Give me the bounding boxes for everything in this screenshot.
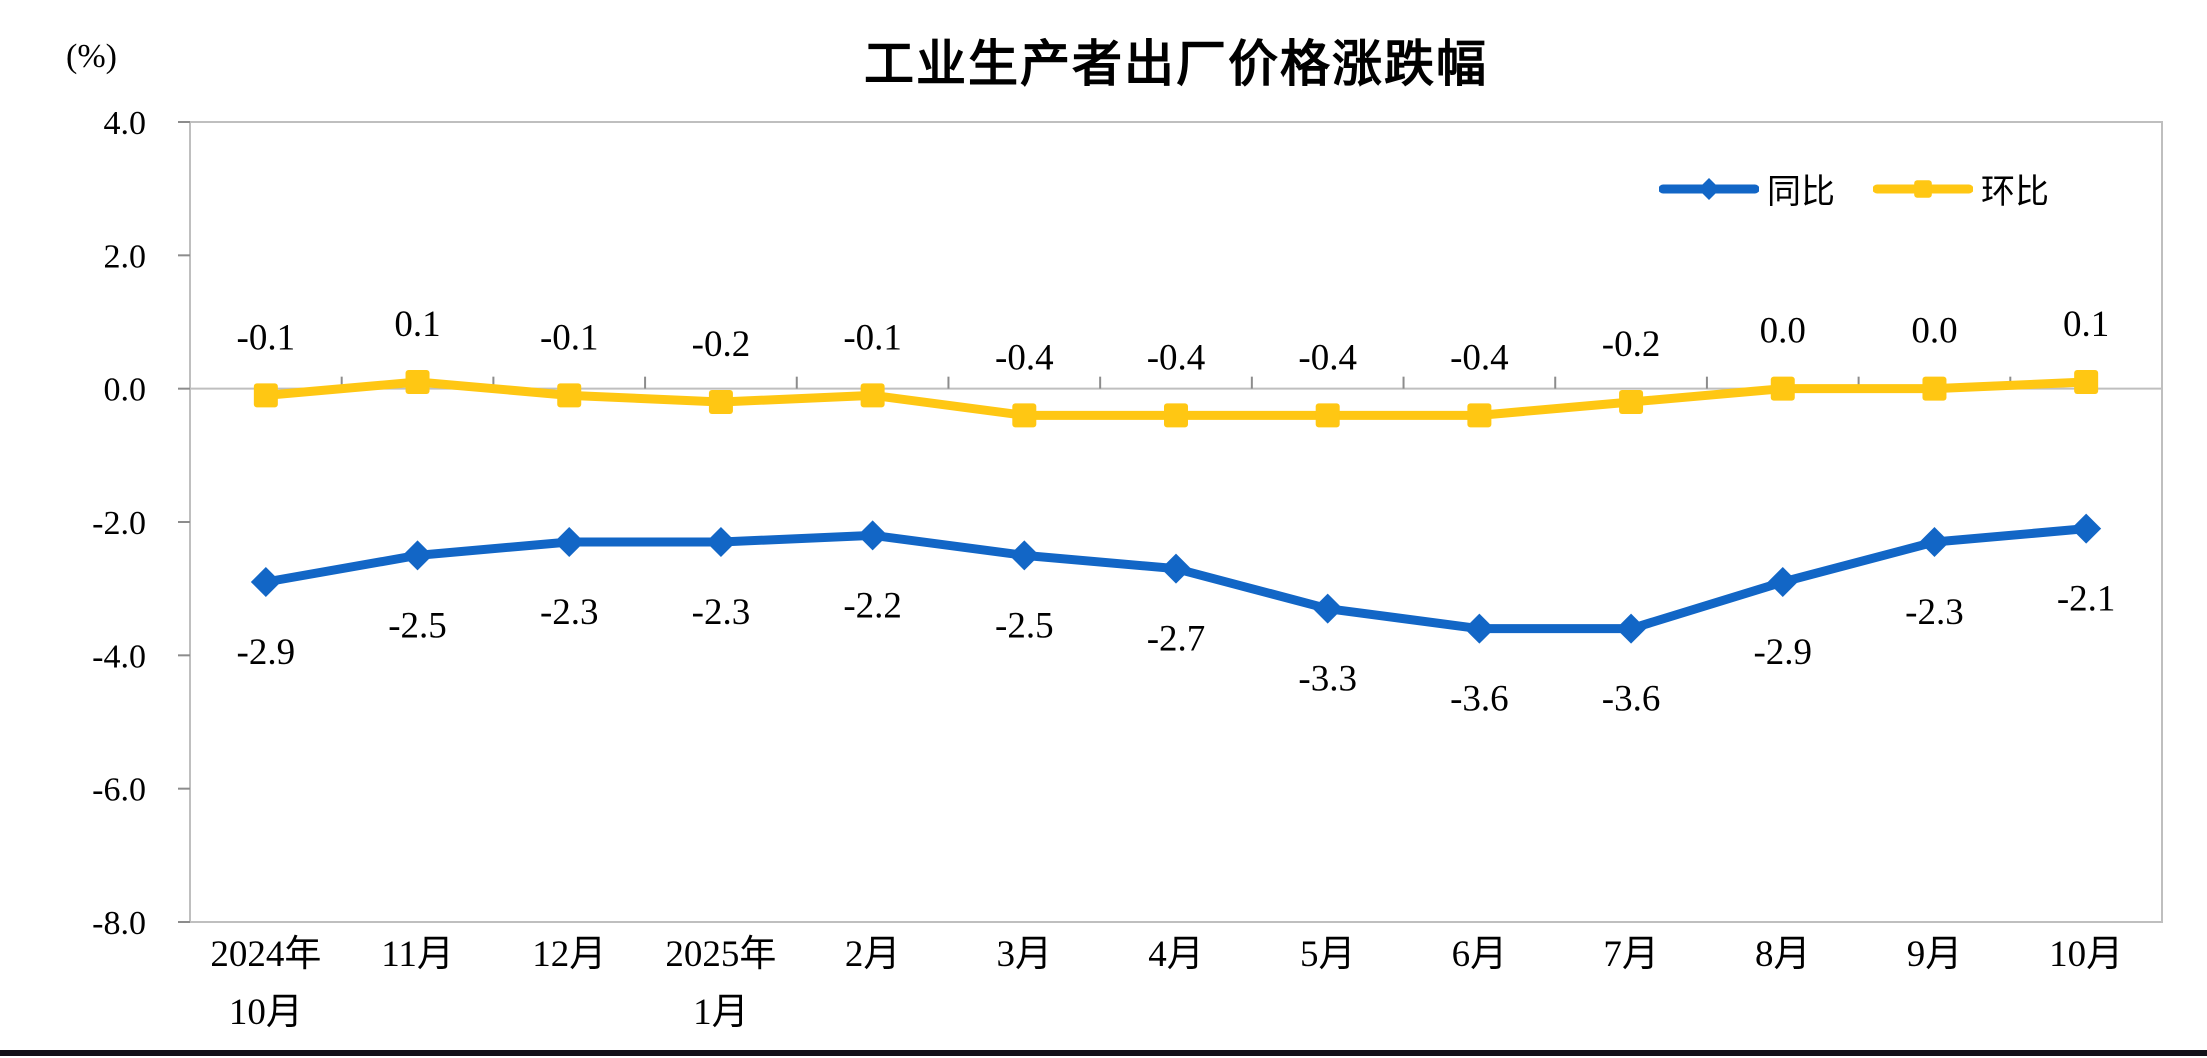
y-axis-tick-label: 0.0 [104,372,147,409]
data-label-0: -2.3 [540,592,599,633]
data-label-0: -2.5 [995,605,1054,646]
data-label-1: -0.2 [1602,324,1661,365]
x-axis-label: 6月 [1452,934,1508,975]
data-label-1: -0.4 [1298,337,1357,378]
data-point-marker-0 [1009,540,1040,571]
data-point-marker-1 [1012,403,1037,428]
data-point-marker-0 [402,540,433,571]
x-axis-label: 11月 [381,934,454,975]
x-axis-label: 7月 [1603,934,1659,975]
data-point-marker-1 [405,370,430,394]
y-axis-tick-label: 2.0 [104,238,147,275]
series-0: -2.9 -2.5 -2.3 -2.3 -2.2 -2.5 -2.7 -3.3 -3.6 -3.6… [237,513,2116,720]
data-label-0: -2.7 [1147,619,1206,660]
data-point-marker-0 [1919,527,1950,557]
data-point-marker-0 [1616,613,1647,644]
data-point-marker-1 [1315,403,1340,428]
data-label-1: 0.1 [2063,304,2109,345]
data-label-1: 0.0 [1760,311,1806,352]
y-axis-unit-label: (%) [66,38,117,75]
y-axis-tick-label: 4.0 [104,105,147,142]
plot-border [189,121,2163,923]
legend: 同比 环比 [1659,164,2049,213]
chart-title: 工业生产者出厂价格涨跌幅 [864,36,1488,92]
legend-item-mom: 环比 [1873,164,2049,213]
data-point-marker-0 [1161,553,1191,584]
data-point-marker-0 [250,567,281,597]
y-axis-tick-label: -6.0 [92,772,146,809]
legend-item-yoy: 同比 [1659,164,1835,213]
x-axis-label: 10月 [2049,934,2123,975]
data-point-marker-0 [705,527,736,557]
page-bottom-border [0,1050,2207,1056]
data-point-marker-1 [2074,370,2099,394]
x-axis-label: 2月 [845,934,901,975]
x-axis-label: 3月 [997,934,1053,975]
data-label-0: -3.3 [1298,659,1357,700]
data-point-marker-1 [1467,403,1492,428]
data-point-marker-1 [1164,403,1188,428]
data-point-marker-0 [554,527,585,557]
data-label-1: -0.1 [540,317,599,358]
y-axis-tick-label: -2.0 [92,505,146,542]
data-label-0: -2.9 [237,632,296,673]
x-axis-label: 2025年 1月 [665,933,776,1033]
data-point-marker-1 [860,383,885,408]
line-diamond-marker-icon [1659,177,1759,200]
data-label-0: -3.6 [1602,679,1661,720]
x-axis-label: 4月 [1148,934,1204,975]
data-label-1: -0.4 [995,337,1054,378]
legend-label-yoy: 同比 [1767,174,1835,211]
legend-marker [1914,179,1932,198]
x-axis-label: 9月 [1907,934,1963,975]
data-label-0: -2.5 [388,605,447,646]
data-point-marker-0 [1312,593,1343,624]
data-point-marker-1 [708,390,733,414]
x-axis-label: 8月 [1755,934,1811,975]
legend-label-mom: 环比 [1981,174,2049,211]
data-point-marker-0 [1464,613,1495,644]
data-label-0: -2.2 [843,585,902,626]
data-point-marker-1 [1619,390,1644,414]
data-label-1: -0.1 [237,317,296,358]
data-label-0: -2.1 [2057,579,2116,620]
series-1: -0.1 0.1 -0.1 -0.2 -0.1 -0.4 -0.4 -0.4 -0.4 -0.2 0… [237,304,2109,428]
data-point-marker-1 [253,383,278,408]
x-axis-label: 5月 [1300,934,1356,975]
data-point-marker-0 [857,520,888,551]
data-point-marker-1 [1770,376,1795,401]
data-label-1: -0.4 [1147,337,1206,378]
data-label-1: 0.0 [1911,311,1957,352]
data-label-1: 0.1 [394,304,440,345]
x-axis-label: 12月 [532,934,606,975]
data-point-marker-1 [1922,376,1947,401]
line-square-marker-icon [1873,179,1973,198]
y-axis-tick-label: -4.0 [92,638,146,675]
data-label-0: -2.3 [1905,592,1964,633]
data-label-1: -0.4 [1450,337,1509,378]
data-point-marker-0 [1767,567,1798,597]
data-label-1: -0.2 [692,324,751,365]
legend-marker [1698,177,1720,200]
y-axis-tick-label: -8.0 [92,905,146,942]
x-axis-label: 2024年 10月 [210,933,321,1033]
data-point-marker-0 [2071,513,2102,544]
data-label-1: -0.1 [843,317,902,358]
data-label-0: -2.9 [1753,632,1812,673]
data-point-marker-1 [557,383,582,408]
data-label-0: -3.6 [1450,679,1509,720]
data-label-0: -2.3 [692,592,751,633]
